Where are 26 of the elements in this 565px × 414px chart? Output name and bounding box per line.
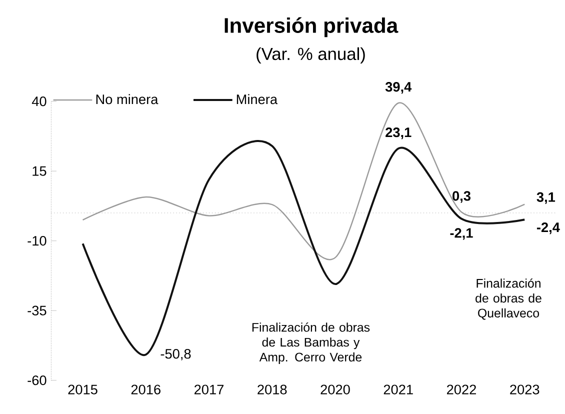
data-label: 39,4	[385, 82, 412, 94]
annotation: Finalización de obras de Las Bambas y Amp. Cerro Verde	[252, 322, 370, 364]
data-label: -2,4	[536, 222, 560, 234]
x-tick-label: 2015	[68, 384, 98, 394]
data-label: 3,1	[536, 192, 556, 204]
x-tick-label: 2018	[258, 384, 287, 394]
data-label: -50,8	[160, 349, 191, 360]
legend-label: No minera	[96, 94, 158, 104]
x-tick-label: 2022	[446, 384, 476, 394]
data-label: 0,3	[452, 191, 470, 203]
x-tick-label: 2020	[320, 384, 350, 394]
x-tick-label: 2017	[194, 384, 224, 394]
chart-title: Inversión privada	[224, 17, 398, 38]
chart-subtitle: (Var. % anual)	[256, 47, 365, 64]
annotation: Finalización de obras de Quellaveco	[476, 278, 542, 320]
data-label: 23,1	[386, 128, 412, 140]
y-tick-label: 15	[32, 166, 46, 176]
x-tick-label: 2023	[510, 384, 540, 394]
data-label: -2,1	[450, 228, 473, 240]
y-tick-label: -60	[28, 376, 46, 386]
y-tick-label: -35	[28, 306, 46, 316]
legend-label: Minera	[236, 94, 278, 104]
y-tick-label: -10	[28, 236, 46, 246]
x-tick-label: 2021	[384, 384, 413, 394]
x-tick-label: 2016	[131, 384, 160, 394]
y-tick-label: 40	[32, 96, 46, 106]
